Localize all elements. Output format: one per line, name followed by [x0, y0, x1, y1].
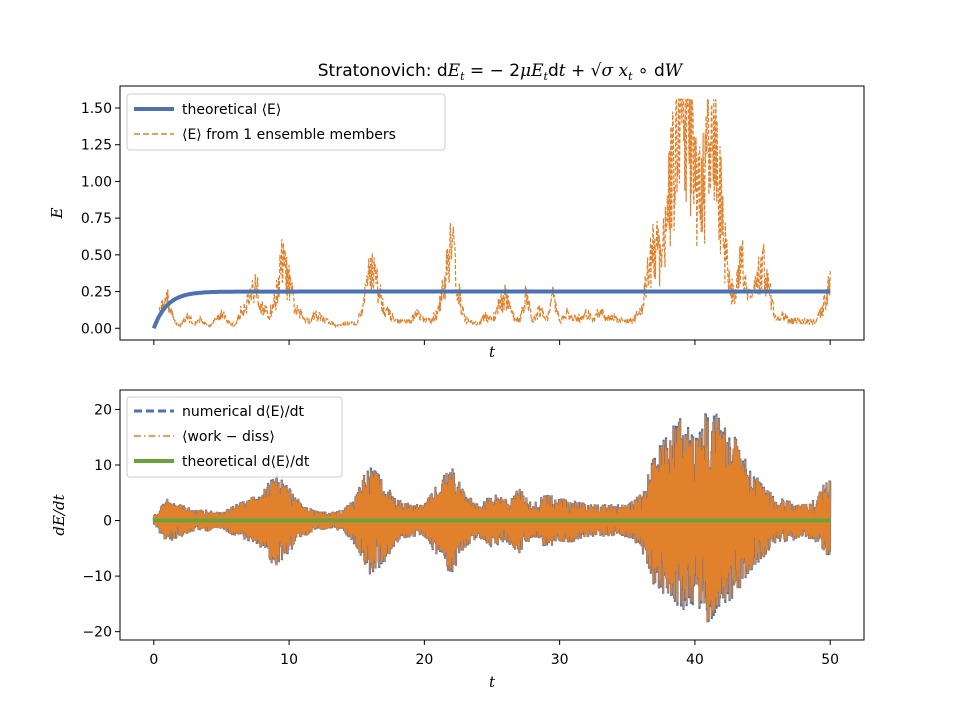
- legend-label-work-diss: ⟨work − diss⟩: [182, 429, 275, 445]
- theoretical-energy-line: [151, 289, 831, 330]
- energy-y-tick-label: 1.25: [81, 138, 112, 154]
- rate-axes-frame: [119, 389, 865, 641]
- rate-x-tick-label: 30: [551, 652, 569, 668]
- energy-y-axis-label: E: [48, 207, 66, 219]
- energy-legend: theoretical ⟨E⟩ ⟨E⟩ from 1 ensemble memb…: [126, 93, 446, 151]
- rate-y-tick-label: 0: [103, 514, 112, 530]
- energy-y-tick-label: 1.50: [81, 101, 112, 117]
- energy-x-ticks: [153, 340, 831, 345]
- rate-x-tick-label: 10: [280, 652, 298, 668]
- energy-x-axis-label: t: [489, 343, 496, 361]
- energy-y-tick-label: 0.50: [81, 248, 112, 264]
- rate-y-tick-label: 20: [94, 402, 112, 418]
- energy-y-tick-label: 0.75: [81, 211, 112, 227]
- rate-x-tick-label: 50: [821, 652, 839, 668]
- energy-plot-area: [151, 98, 831, 330]
- energy-legend-box: [126, 93, 446, 151]
- rate-plot-area: [152, 413, 832, 623]
- legend-label-theoretical-rate: theoretical d⟨E⟩/dt: [182, 454, 310, 470]
- rate-x-axis-label: t: [489, 673, 496, 691]
- energy-y-tick-label: 1.00: [81, 174, 112, 190]
- rate-x-tick-label: 40: [686, 652, 704, 668]
- rate-x-tick-label: 20: [415, 652, 433, 668]
- work-diss-line: [153, 415, 831, 623]
- rate-y-ticks: −20 −10 0 10 20: [82, 402, 120, 641]
- energy-panel: 0.00 0.25 0.50 0.75 1.00 1.25 1.50 t E theoret…: [48, 85, 865, 361]
- energy-y-tick-label: 0.00: [81, 321, 112, 337]
- energy-axes-frame: [119, 85, 865, 341]
- rate-legend: numerical d⟨E⟩/dt ⟨work − diss⟩ theoreti…: [126, 396, 343, 478]
- rate-x-tick-label: 0: [149, 652, 158, 668]
- legend-label-ensemble-energy: ⟨E⟩ from 1 ensemble members: [182, 127, 396, 143]
- ensemble-energy-line: [153, 98, 831, 329]
- rate-legend-box: [126, 396, 343, 478]
- rate-y-axis-label: dE/dt: [50, 493, 68, 535]
- rate-y-tick-label: 10: [94, 458, 112, 474]
- rate-y-tick-label: −20: [82, 625, 112, 641]
- rate-x-ticks: 0 10 20 30 40 50: [149, 640, 839, 668]
- legend-label-theoretical-energy: theoretical ⟨E⟩: [182, 102, 281, 118]
- rate-panel: −20 −10 0 10 20 0 10 20 30 40 50 t dE/dt numerica…: [50, 389, 865, 691]
- energy-y-tick-label: 0.25: [81, 285, 112, 301]
- rate-y-tick-label: −10: [82, 569, 112, 585]
- energy-y-ticks: 0.00 0.25 0.50 0.75 1.00 1.25 1.50: [81, 101, 120, 337]
- legend-label-numerical-rate: numerical d⟨E⟩/dt: [182, 404, 305, 420]
- chart-title: Stratonovich: dEt = − 2μEtdt + √σ xt ∘ d…: [318, 61, 684, 83]
